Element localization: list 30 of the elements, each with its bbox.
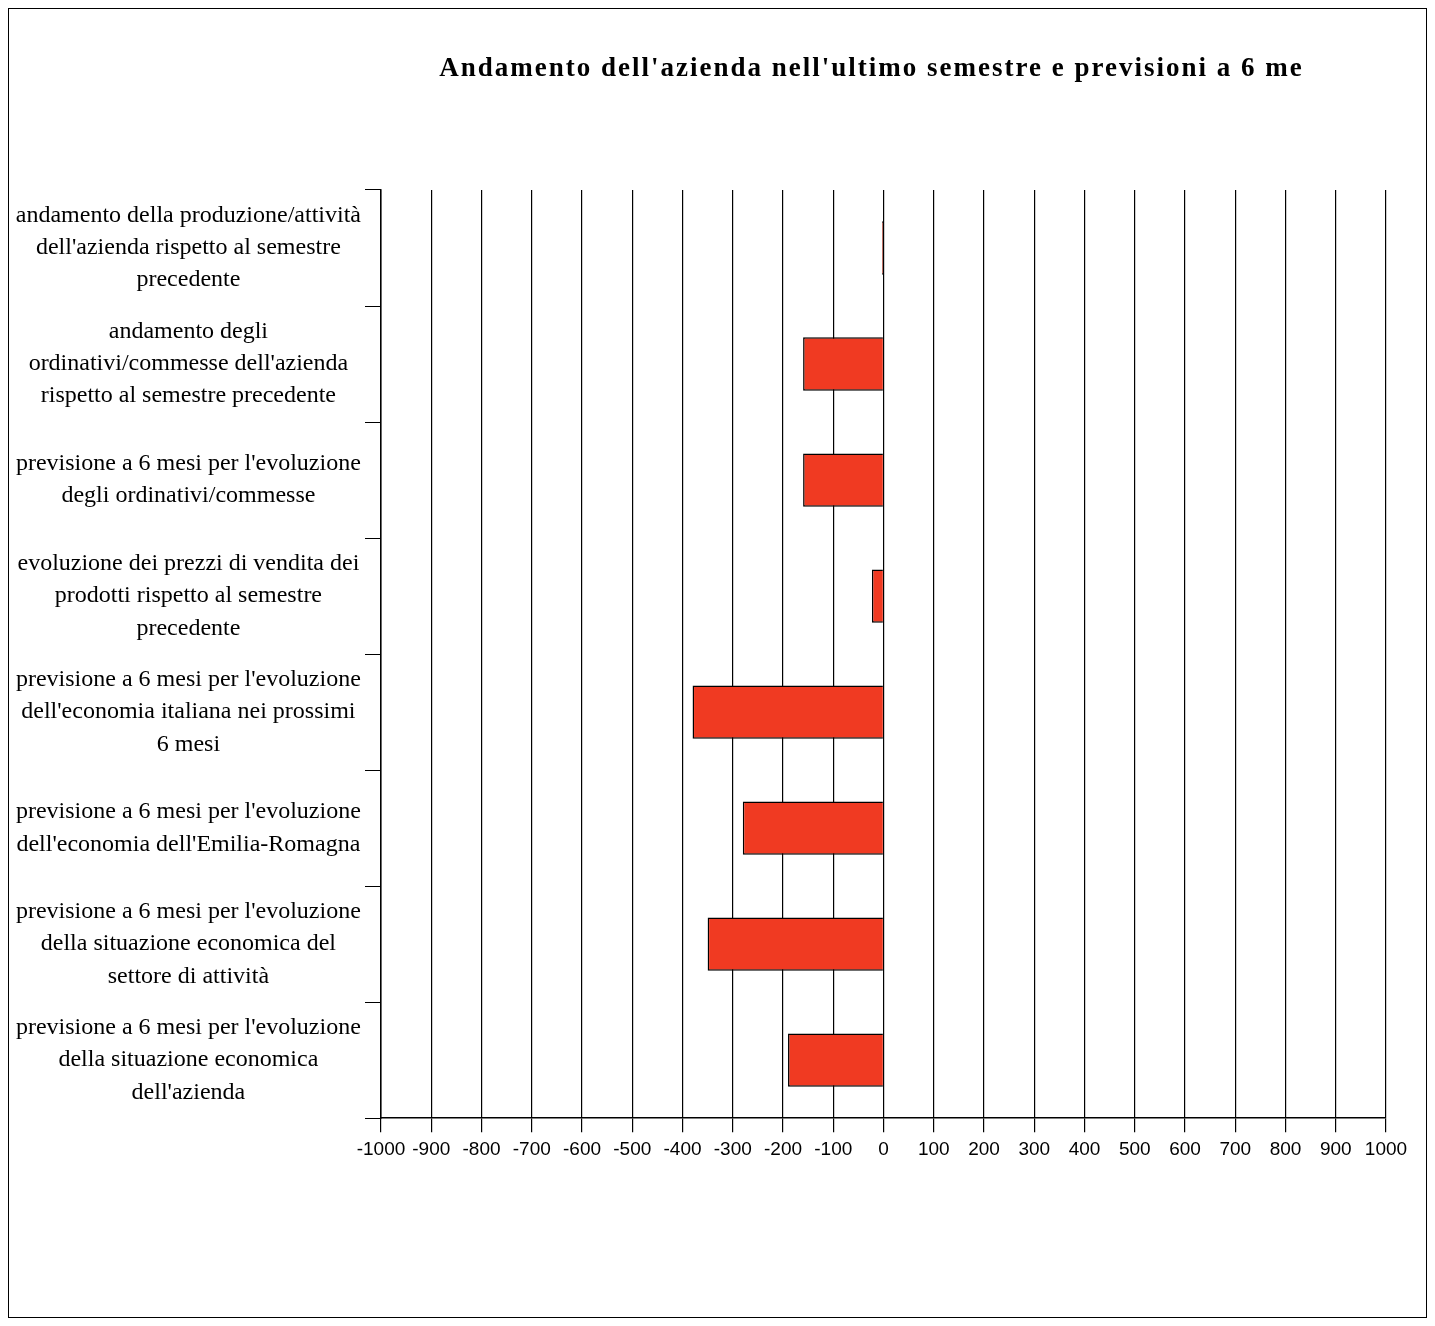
y-tick-label: previsione a 6 mesi per l'evoluzione dell'economia italiana nei prossimi 6 mesi — [15, 665, 361, 756]
x-tick-label: 300 — [1018, 1137, 1051, 1159]
x-tick-label: -1000 — [356, 1137, 406, 1159]
x-tick-label: 1000 — [1364, 1137, 1408, 1159]
x-tick-label: -200 — [763, 1137, 803, 1159]
x-tick-label: 100 — [917, 1137, 950, 1159]
x-tick-label: -900 — [412, 1137, 451, 1159]
x-tick-label: -800 — [462, 1137, 501, 1159]
x-tick-label: 600 — [1169, 1137, 1201, 1159]
x-tick-label: 400 — [1068, 1137, 1101, 1159]
y-tick-label: previsione a 6 mesi per l'evoluzione della situazione economica del settore di attività — [15, 897, 361, 988]
x-tick-label: -300 — [713, 1137, 752, 1159]
x-tick-label: 700 — [1219, 1137, 1252, 1159]
x-tick-label: -500 — [613, 1137, 652, 1159]
y-tick-label: andamento della produzione/attività dell'azienda rispetto al semestre precedente — [15, 201, 362, 292]
x-tick-label: 200 — [968, 1137, 1000, 1159]
x-tick-label: -400 — [663, 1137, 702, 1159]
y-tick-label: evoluzione dei prezzi di vendita dei prodotti rispetto al semestre precedente — [17, 549, 360, 640]
x-tick-label: 800 — [1269, 1137, 1302, 1159]
x-tick-label: -100 — [814, 1137, 853, 1159]
x-tick-label: 0 — [878, 1137, 889, 1159]
x-tick-label: -700 — [512, 1137, 551, 1159]
x-tick-label: -600 — [562, 1137, 602, 1159]
y-tick-label: previsione a 6 mesi per l'evoluzione dell'economia dell'Emilia-Romagna — [15, 797, 361, 856]
chart-title: Andamento dell'azienda nell'ultimo semestre e previsioni a 6 me — [439, 51, 1304, 82]
y-tick-label: previsione a 6 mesi per l'evoluzione della situazione economica dell'azienda — [15, 1013, 361, 1104]
y-tick-label: andamento degli ordinativi/commesse dell'azienda rispetto al semestre precedente — [28, 317, 349, 408]
x-tick-label: 900 — [1319, 1137, 1352, 1159]
x-tick-label: 500 — [1118, 1137, 1151, 1159]
y-tick-label: previsione a 6 mesi per l'evoluzione degli ordinativi/commesse — [15, 449, 361, 508]
